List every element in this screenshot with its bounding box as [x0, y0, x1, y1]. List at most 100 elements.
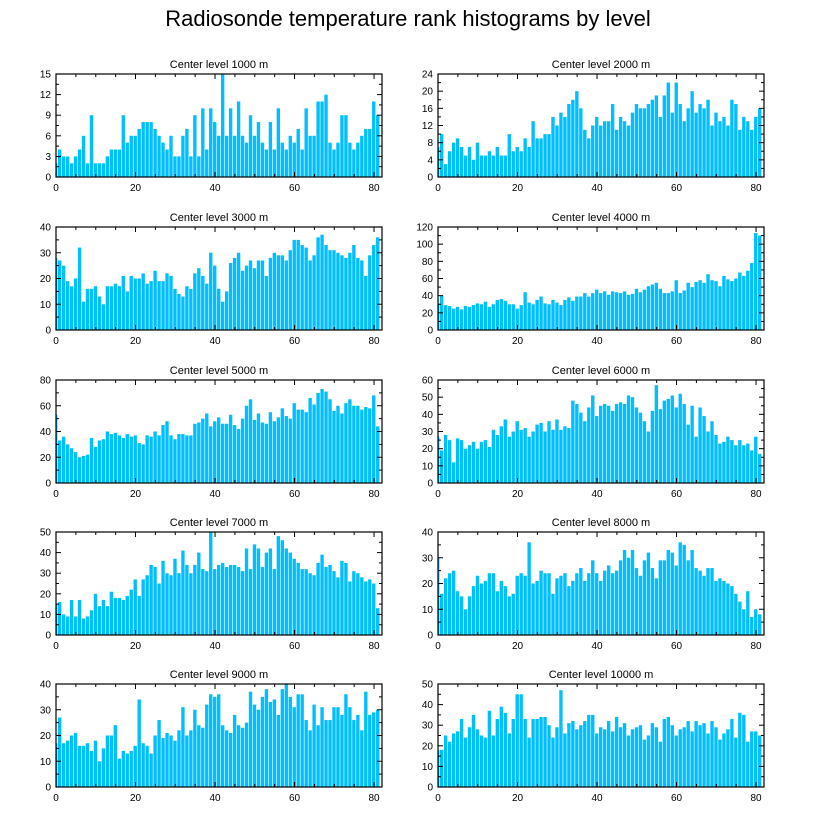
bar: [511, 719, 515, 787]
bar: [515, 146, 519, 177]
bar: [642, 289, 647, 330]
x-tick-label: 40: [209, 489, 221, 500]
bar: [205, 283, 209, 330]
bar: [376, 608, 380, 635]
bar: [129, 750, 133, 787]
bar: [626, 735, 631, 787]
bar: [348, 581, 352, 635]
bar: [471, 159, 476, 177]
y-tick-label: 12: [40, 90, 52, 101]
bar: [165, 149, 169, 177]
y-tick-label: 20: [40, 589, 52, 600]
bar: [153, 735, 157, 787]
bar: [169, 735, 173, 787]
bar: [197, 268, 201, 330]
bar: [220, 74, 225, 177]
bar: [113, 725, 118, 787]
bar: [742, 275, 746, 330]
bar: [555, 125, 559, 177]
bar: [236, 567, 241, 635]
y-tick-label: 60: [422, 274, 434, 285]
bar: [595, 733, 599, 787]
bar: [368, 128, 372, 177]
bar: [284, 149, 288, 177]
bar: [217, 288, 221, 330]
bar: [344, 257, 348, 330]
bar: [109, 286, 114, 330]
bar: [224, 291, 229, 330]
bar: [209, 108, 213, 177]
bar: [308, 260, 312, 330]
bar: [232, 564, 237, 635]
bar: [746, 270, 750, 330]
bar: [332, 250, 336, 330]
bar: [606, 294, 611, 330]
bar: [288, 696, 292, 787]
bar: [201, 569, 205, 635]
bar: [276, 714, 281, 787]
y-tick-label: 10: [40, 757, 52, 768]
bar: [754, 116, 758, 177]
y-tick-label: 15: [40, 70, 52, 81]
bar: [85, 743, 90, 787]
bar: [141, 579, 145, 635]
bar: [483, 440, 488, 483]
bar: [618, 293, 623, 330]
bar: [85, 616, 90, 635]
bar: [372, 245, 376, 330]
bar: [292, 558, 296, 635]
bar: [730, 719, 734, 787]
x-tick-label: 80: [368, 641, 380, 652]
y-tick-label: 0: [427, 479, 433, 490]
bar: [360, 260, 364, 330]
bar: [614, 570, 619, 635]
bar: [738, 440, 742, 483]
bar: [750, 450, 754, 483]
bar: [316, 237, 320, 330]
bar: [706, 568, 710, 635]
bar: [356, 714, 360, 787]
bar: [93, 446, 98, 483]
bar: [575, 729, 579, 787]
bar: [56, 743, 58, 787]
bar: [185, 128, 189, 177]
bar: [587, 714, 591, 787]
bar: [173, 288, 177, 330]
bar: [181, 135, 185, 177]
bar: [57, 149, 62, 177]
bar: [662, 400, 666, 483]
bar: [734, 278, 738, 330]
bar: [292, 403, 296, 483]
bar: [356, 405, 360, 483]
bar: [133, 435, 137, 483]
bar: [463, 305, 468, 330]
bar: [133, 278, 137, 330]
bar: [674, 280, 678, 330]
bar: [308, 573, 312, 635]
bar: [193, 273, 197, 330]
bar: [133, 745, 137, 787]
bar: [523, 428, 527, 483]
bar: [583, 129, 587, 177]
bar: [232, 714, 237, 787]
bar: [622, 550, 627, 635]
x-tick-label: 40: [209, 183, 221, 194]
y-tick-label: 40: [40, 427, 52, 438]
bar: [205, 149, 209, 177]
bar: [328, 250, 332, 330]
bar: [316, 101, 320, 177]
bar: [368, 579, 372, 635]
bar: [642, 108, 647, 177]
bar: [149, 436, 153, 483]
bar: [459, 146, 464, 177]
bar: [189, 156, 193, 177]
y-tick-label: 30: [40, 705, 52, 716]
x-tick-label: 20: [512, 641, 524, 652]
bar: [567, 723, 571, 787]
bar: [137, 443, 141, 483]
bar: [626, 395, 631, 483]
bar: [491, 735, 496, 787]
bar: [209, 694, 213, 787]
bar: [746, 591, 750, 635]
y-tick-label: 40: [40, 680, 52, 691]
